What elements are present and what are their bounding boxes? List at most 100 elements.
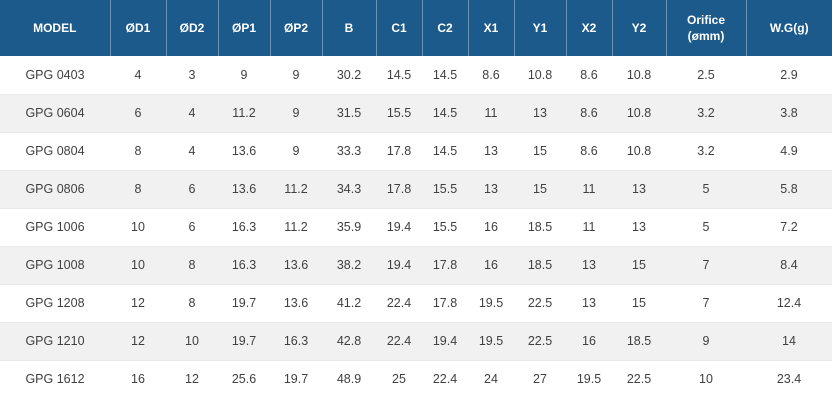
- column-header-model: MODEL: [0, 0, 111, 56]
- value-cell: 15: [514, 170, 566, 209]
- value-cell: 25: [392, 372, 406, 387]
- value-cell: 8.6: [566, 132, 612, 171]
- table-row: GPG 0804 8 4 13.6 9 33.3 17.8 14.5 13 15 8.6 10.8 3.…: [0, 132, 832, 171]
- value-cell: 10.8: [612, 56, 666, 95]
- column-header-13: W.G(g): [746, 0, 832, 56]
- value-cell: 22.4: [376, 322, 422, 361]
- value-cell: 22.5: [514, 322, 566, 361]
- value-cell: 16.3: [218, 246, 270, 285]
- model-cell: GPG 0804: [0, 132, 110, 171]
- value-cell: 13: [566, 284, 612, 323]
- value-cell: 19.7: [218, 284, 270, 323]
- table-row: GPG 1006 10 6 16.3 11.2 35.9 19.4 15.5 16 18.5 11 1…: [0, 208, 832, 247]
- value-cell: 15.5: [422, 208, 468, 247]
- value-cell: 8: [166, 246, 218, 285]
- value-cell: 10: [699, 372, 713, 387]
- value-cell: 11: [566, 170, 612, 209]
- value-cell: 5: [666, 208, 746, 247]
- value-cell: 16.3: [218, 208, 270, 247]
- table-row: GPG 1210 12 10 19.7 16.3 42.8 22.4 19.4 19.5 22.5…: [0, 322, 832, 361]
- value-cell: 4.9: [746, 132, 832, 171]
- value-cell: 9: [270, 132, 322, 171]
- column-header-12: Orifice (ømm): [666, 0, 747, 56]
- value-cell: 9: [218, 56, 270, 95]
- value-cell: 17.8: [422, 246, 468, 285]
- table-row: GPG 0604 6 4 11.2 9 31.5 15.5 14.5 11 13 8.6 10.8 3.…: [0, 94, 832, 133]
- value-cell: 4: [166, 132, 218, 171]
- value-cell: 11.2: [270, 208, 322, 247]
- column-header-3: ØP1: [218, 0, 271, 56]
- value-cell: 6: [166, 170, 218, 209]
- value-cell: 13: [468, 170, 514, 209]
- value-cell: 5: [666, 170, 746, 209]
- model-cell: GPG 1210: [0, 322, 110, 361]
- value-cell: 22.5: [626, 372, 652, 387]
- table-row: GPG 1208 12 8 19.7 13.6 41.2 22.4 17.8 19.5 22.5 1…: [0, 284, 832, 323]
- value-cell: 38.2: [322, 246, 376, 285]
- value-cell: 48.9: [336, 372, 362, 387]
- value-cell: 10: [166, 322, 218, 361]
- value-cell: 8: [166, 284, 218, 323]
- value-cell: 11: [468, 94, 514, 133]
- value-cell: 8.6: [566, 94, 612, 133]
- value-cell: 13: [612, 170, 666, 209]
- value-cell: 19.4: [422, 322, 468, 361]
- value-cell: 16: [468, 246, 514, 285]
- value-cell: 12: [110, 284, 166, 323]
- value-cell: 7.2: [746, 208, 832, 247]
- column-header-7: C2: [422, 0, 469, 56]
- value-cell: 22.4: [432, 372, 458, 387]
- value-cell: 19.5: [468, 322, 514, 361]
- model-cell: GPG 0403: [0, 56, 110, 95]
- value-cell: 16: [566, 322, 612, 361]
- model-cell: GPG 1006: [0, 208, 110, 247]
- value-cell: 10.8: [612, 132, 666, 171]
- model-cell: GPG 1612: [25, 372, 85, 387]
- column-header-11: Y2: [612, 0, 667, 56]
- value-cell: 7: [666, 246, 746, 285]
- value-cell: 2.5: [666, 56, 746, 95]
- table-header: MODEL ØD1 ØD2 ØP1 ØP2 B C1 C2 X1 Y1 X2 Y2 Orifice (ø…: [0, 0, 832, 56]
- value-cell: 16: [131, 372, 145, 387]
- value-cell: 42.8: [322, 322, 376, 361]
- value-cell: 8.6: [468, 56, 514, 95]
- value-cell: 3: [166, 56, 218, 95]
- value-cell: 3.8: [746, 94, 832, 133]
- value-cell: 22.5: [514, 284, 566, 323]
- value-cell: 17.8: [376, 170, 422, 209]
- value-cell: 33.3: [322, 132, 376, 171]
- value-cell: 2.9: [746, 56, 832, 95]
- value-cell: 15: [612, 284, 666, 323]
- value-cell: 19.4: [376, 246, 422, 285]
- value-cell: 19.4: [376, 208, 422, 247]
- value-cell: 14: [746, 322, 832, 361]
- value-cell: 9: [270, 56, 322, 95]
- value-cell: 8.6: [566, 56, 612, 95]
- value-cell: 13: [566, 246, 612, 285]
- value-cell: 15.5: [376, 94, 422, 133]
- value-cell: 16.3: [270, 322, 322, 361]
- value-cell: 23.4: [776, 372, 802, 387]
- column-header-9: Y1: [514, 0, 567, 56]
- value-cell: 18.5: [514, 208, 566, 247]
- value-cell: 13: [514, 94, 566, 133]
- value-cell: 19.5: [576, 372, 602, 387]
- value-cell: 17.8: [376, 132, 422, 171]
- value-cell: 12: [110, 322, 166, 361]
- table-body: GPG 0403 4 3 9 9 30.2 14.5 14.5 8.6 10.8 8.6 10.8 2.…: [0, 56, 832, 398]
- value-cell: 22.4: [376, 284, 422, 323]
- value-cell: 9: [270, 94, 322, 133]
- value-cell: 9: [666, 322, 746, 361]
- value-cell: 15: [514, 132, 566, 171]
- product-spec-table: MODEL ØD1 ØD2 ØP1 ØP2 B C1 C2 X1 Y1 X2 Y2 Orifice (ø…: [0, 0, 832, 398]
- value-cell: 25.6: [231, 372, 257, 387]
- value-cell: 12: [185, 372, 199, 387]
- column-header-4: ØP2: [270, 0, 323, 56]
- value-cell: 14.5: [422, 94, 468, 133]
- value-cell: 16: [468, 208, 514, 247]
- value-cell: 8: [110, 170, 166, 209]
- column-header-5: B: [322, 0, 377, 56]
- value-cell: 34.3: [322, 170, 376, 209]
- table-row: GPG 0403 4 3 9 9 30.2 14.5 14.5 8.6 10.8 8.6 10.8 2.…: [0, 56, 832, 95]
- value-cell: 11.2: [270, 170, 322, 209]
